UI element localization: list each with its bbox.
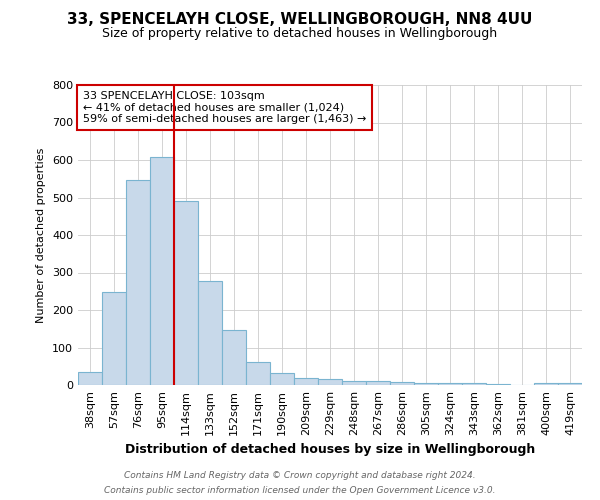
Bar (198, 281, 222, 385)
Bar (438, 383, 462, 385)
Bar (222, 330, 246, 385)
Bar (486, 384, 510, 385)
Text: 33, SPENCELAYH CLOSE, WELLINGBOROUGH, NN8 4UU: 33, SPENCELAYH CLOSE, WELLINGBOROUGH, NN… (67, 12, 533, 28)
X-axis label: Distribution of detached houses by size in Wellingborough: Distribution of detached houses by size … (125, 444, 535, 456)
Bar (150, 157, 174, 385)
Text: Size of property relative to detached houses in Wellingborough: Size of property relative to detached ho… (103, 28, 497, 40)
Bar (558, 383, 582, 385)
Bar (78, 372, 102, 385)
Bar (390, 382, 414, 385)
Bar (366, 381, 390, 385)
Bar (126, 180, 150, 385)
Bar (270, 372, 294, 385)
Bar (294, 378, 318, 385)
Bar (414, 383, 438, 385)
Bar (318, 380, 342, 385)
Bar (102, 292, 126, 385)
Y-axis label: Number of detached properties: Number of detached properties (37, 148, 46, 322)
Text: Contains public sector information licensed under the Open Government Licence v3: Contains public sector information licen… (104, 486, 496, 495)
Text: Contains HM Land Registry data © Crown copyright and database right 2024.: Contains HM Land Registry data © Crown c… (124, 471, 476, 480)
Bar (462, 383, 486, 385)
Bar (534, 383, 558, 385)
Bar (246, 362, 270, 385)
Text: 33 SPENCELAYH CLOSE: 103sqm
← 41% of detached houses are smaller (1,024)
59% of : 33 SPENCELAYH CLOSE: 103sqm ← 41% of det… (83, 91, 367, 124)
Bar (342, 380, 366, 385)
Bar (174, 200, 198, 385)
